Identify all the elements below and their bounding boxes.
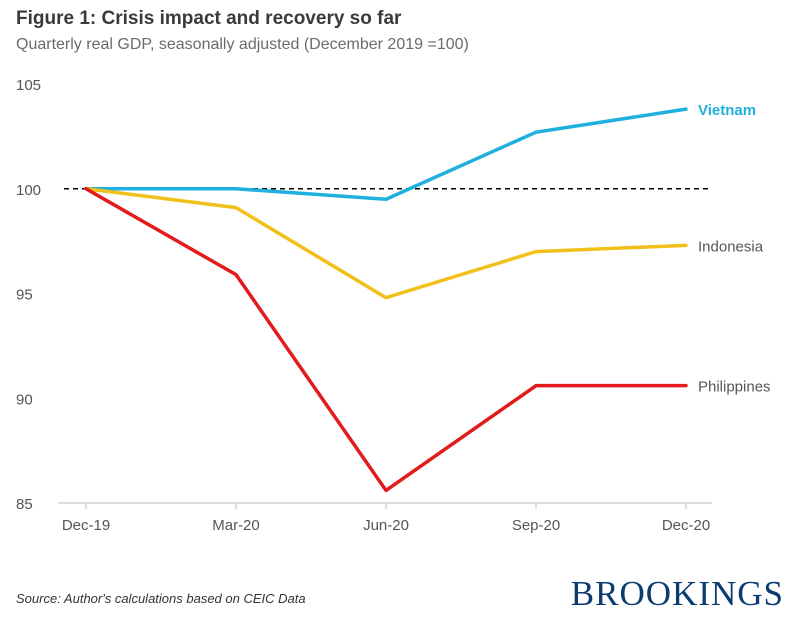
chart-title: Figure 1: Crisis impact and recovery so … <box>16 8 402 29</box>
series-label-indonesia: Indonesia <box>698 238 764 255</box>
y-tick-label: 105 <box>16 77 41 94</box>
y-tick-label: 95 <box>16 287 33 304</box>
series-label-philippines: Philippines <box>698 379 771 396</box>
series-label-vietnam: Vietnam <box>698 102 756 119</box>
y-tick-label: 100 <box>16 182 41 199</box>
x-tick-label: Dec-19 <box>62 517 110 534</box>
series-line-philippines <box>84 187 688 493</box>
x-tick-label: Jun-20 <box>363 517 409 534</box>
x-tick-label: Sep-20 <box>512 517 560 534</box>
series-line-indonesia <box>84 187 688 300</box>
x-tick-label: Mar-20 <box>212 517 260 534</box>
x-tick-label: Dec-20 <box>662 517 710 534</box>
y-tick-label: 85 <box>16 496 33 513</box>
y-tick-label: 90 <box>16 391 33 408</box>
source-note: Source: Author's calculations based on C… <box>16 591 306 606</box>
brookings-logo: BROOKINGS <box>570 574 784 613</box>
series-line-vietnam <box>84 107 688 201</box>
chart-subtitle: Quarterly real GDP, seasonally adjusted … <box>16 36 469 53</box>
